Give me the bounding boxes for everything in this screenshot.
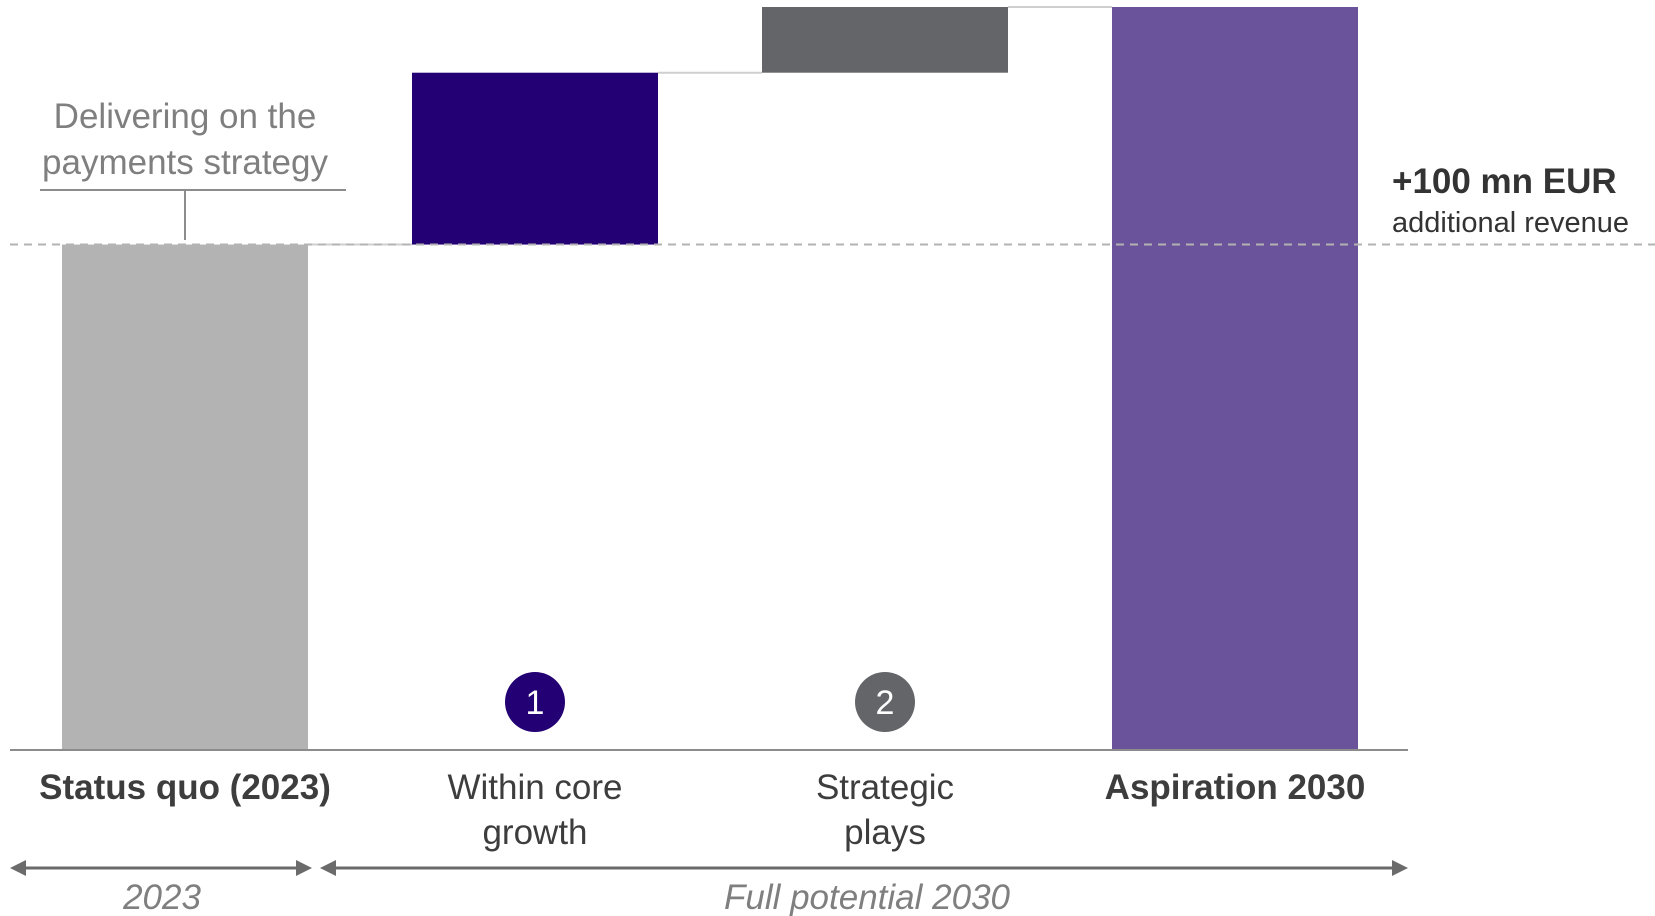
bar-0	[62, 244, 308, 751]
category-label-0-0: Status quo (2023)	[39, 768, 331, 807]
uplift-label: additional revenue	[1392, 207, 1629, 239]
category-label-2-1: plays	[844, 813, 926, 852]
status-quo-note-1: payments strategy	[42, 143, 328, 182]
period-arrowhead-right-1	[1392, 860, 1408, 876]
annotations: Delivering on the payments strategy +100 m…	[40, 97, 1629, 240]
period-arrowhead-right-0	[296, 860, 312, 876]
bar-1	[412, 72, 658, 245]
category-labels: Status quo (2023) Within core growth Strate…	[39, 768, 1365, 852]
category-label-1-0: Within core	[447, 768, 622, 807]
badge-number-1: 2	[876, 684, 895, 722]
category-label-1-1: growth	[482, 813, 587, 852]
status-quo-note-0: Delivering on the	[54, 97, 317, 136]
bar-3	[1112, 7, 1358, 750]
bars-layer	[62, 7, 1358, 751]
badge-circle-1	[855, 672, 915, 732]
period-label-1: Full potential 2030	[724, 878, 1011, 916]
category-label-2-0: Strategic	[816, 768, 954, 807]
category-label-3-0: Aspiration 2030	[1105, 768, 1366, 807]
period-arrowhead-left-1	[320, 860, 336, 876]
period-label-0: 2023	[122, 878, 201, 916]
badge-number-0: 1	[526, 684, 545, 722]
bar-2	[762, 7, 1008, 73]
period-brackets: 2023 Full potential 2030	[10, 860, 1408, 916]
badge-circle-0	[505, 672, 565, 732]
period-arrowhead-left-0	[10, 860, 26, 876]
uplift-value: +100 mn EUR	[1392, 162, 1617, 201]
